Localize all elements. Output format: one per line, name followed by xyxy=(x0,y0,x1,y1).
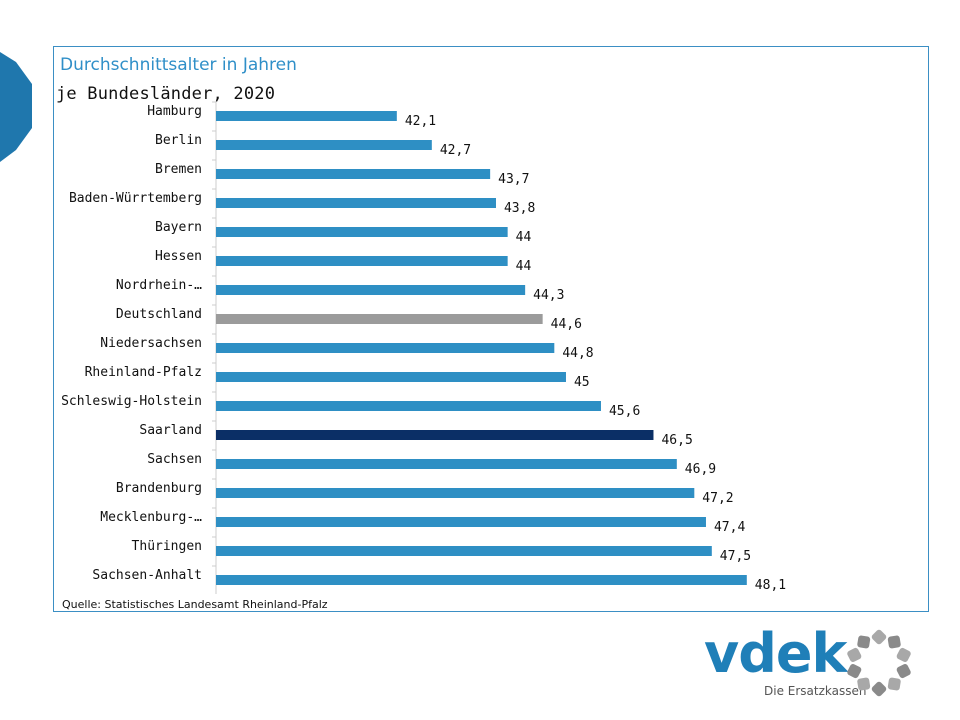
bar-chart: Hamburg 42,1 Berlin 42,7 Bremen 43,7 Baden-Wür… xyxy=(61,101,786,594)
category-label: Mecklenburg-… xyxy=(100,510,202,525)
chart-subtitle: je Bundesländer, 2020 xyxy=(56,84,276,104)
category-label: Berlin xyxy=(155,133,202,148)
bar-saarland xyxy=(216,430,654,440)
bar-schleswig-holstein xyxy=(216,401,601,411)
value-label: 46,5 xyxy=(661,433,692,448)
bar-deutschland xyxy=(216,314,543,324)
category-label: Sachsen xyxy=(147,452,202,467)
bar-thüringen xyxy=(216,546,712,556)
bar-rheinland-pfalz xyxy=(216,372,566,382)
bar-niedersachsen xyxy=(216,343,555,353)
logo-ring-segment xyxy=(871,681,887,697)
bar-sachsen xyxy=(216,459,677,469)
category-label: Niedersachsen xyxy=(100,336,202,351)
bar-bayern xyxy=(216,227,508,237)
value-label: 43,8 xyxy=(504,201,535,216)
category-label: Hamburg xyxy=(147,104,202,119)
logo-ring-icon xyxy=(847,629,911,697)
category-label: Nordrhein-… xyxy=(116,278,202,293)
value-label: 42,1 xyxy=(405,114,436,129)
value-label: 47,5 xyxy=(720,549,751,564)
logo-ring-segment xyxy=(896,663,911,679)
source-note: Quelle: Statistisches Landesamt Rheinlan… xyxy=(62,598,328,611)
logo-ring-segment xyxy=(887,677,901,691)
vdek-logo: vdek Die Ersatzkassen xyxy=(700,622,920,704)
logo-ring-segment xyxy=(847,647,862,663)
value-label: 48,1 xyxy=(755,578,786,593)
side-tab-decoration xyxy=(0,52,32,162)
category-label: Schleswig-Holstein xyxy=(61,394,202,409)
bar-mecklenburg xyxy=(216,517,706,527)
category-label: Baden-Würrtemberg xyxy=(69,191,202,206)
value-label: 43,7 xyxy=(498,172,529,187)
logo-ring-segment xyxy=(896,647,911,663)
value-label: 46,9 xyxy=(685,462,716,477)
bar-sachsen-anhalt xyxy=(216,575,747,585)
value-label: 44,8 xyxy=(562,346,593,361)
value-label: 44 xyxy=(516,259,532,274)
category-label: Saarland xyxy=(139,423,202,438)
logo-ring-segment xyxy=(887,635,901,649)
bar-baden-würrtemberg xyxy=(216,198,496,208)
value-label: 47,4 xyxy=(714,520,745,535)
logo-tagline: Die Ersatzkassen xyxy=(764,684,867,698)
chart-title: Durchschnittsalter in Jahren xyxy=(60,55,297,75)
bar-hamburg xyxy=(216,111,397,121)
category-label: Deutschland xyxy=(116,307,202,322)
value-label: 47,2 xyxy=(702,491,733,506)
category-label: Sachsen-Anhalt xyxy=(92,568,202,583)
logo-wordmark: vdek xyxy=(704,622,847,685)
logo-ring-segment xyxy=(871,629,887,645)
category-label: Bayern xyxy=(155,220,202,235)
bar-bremen xyxy=(216,169,491,179)
value-label: 42,7 xyxy=(440,143,471,158)
logo-ring-segment xyxy=(857,635,871,649)
category-label: Brandenburg xyxy=(116,481,202,496)
category-label: Thüringen xyxy=(132,539,202,554)
logo-ring-segment xyxy=(857,677,871,691)
category-label: Rheinland-Pfalz xyxy=(85,365,202,380)
bar-berlin xyxy=(216,140,432,150)
value-label: 44,3 xyxy=(533,288,564,303)
bar-nordrhein xyxy=(216,285,526,295)
value-label: 45 xyxy=(574,375,590,390)
value-label: 44 xyxy=(516,230,532,245)
bar-brandenburg xyxy=(216,488,695,498)
logo-ring-segment xyxy=(847,663,862,679)
value-label: 45,6 xyxy=(609,404,640,419)
value-label: 44,6 xyxy=(551,317,582,332)
category-label: Bremen xyxy=(155,162,202,177)
bar-hessen xyxy=(216,256,508,266)
category-label: Hessen xyxy=(155,249,202,264)
chart-panel: Durchschnittsalter in Jahren je Bundeslä… xyxy=(53,46,929,612)
